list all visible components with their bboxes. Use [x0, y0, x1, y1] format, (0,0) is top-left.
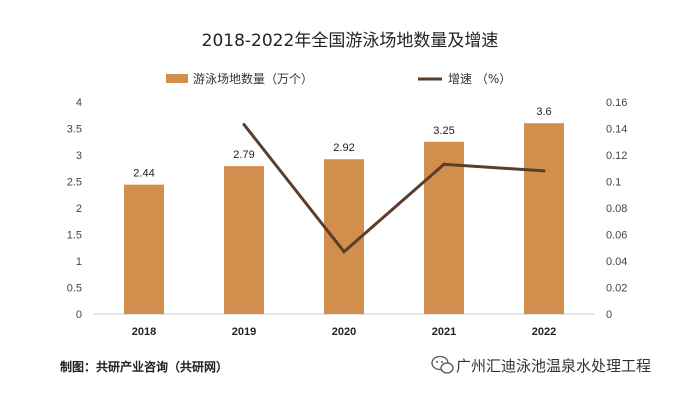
x-tick-label: 2022 — [532, 326, 556, 338]
x-tick-label: 2020 — [332, 326, 356, 338]
y-right-tick-label: 0.12 — [606, 150, 627, 162]
bar — [124, 184, 164, 314]
chart-title: 2018-2022年全国游泳场地数量及增速 — [202, 31, 499, 51]
y-right-tick-label: 0.14 — [606, 124, 627, 136]
growth-point — [542, 169, 546, 173]
legend: 游泳场地数量（万个） 增速 （%） — [166, 71, 511, 86]
bar-data-label: 3.25 — [433, 125, 454, 137]
growth-line-series — [242, 123, 546, 254]
bar-data-label: 2.44 — [133, 168, 154, 180]
x-tick-label: 2021 — [432, 326, 456, 338]
data-labels: 2.44 2.79 2.92 3.25 3.6 — [133, 106, 551, 179]
y-right-tick-label: 0 — [606, 309, 612, 321]
bar-data-label: 3.6 — [536, 106, 551, 118]
y-right-tick-label: 0.16 — [606, 97, 627, 109]
watermark: 广州汇迪泳池温泉水处理工程 — [431, 355, 651, 375]
bar-data-label: 2.79 — [233, 149, 254, 161]
bar — [524, 123, 564, 314]
y-left-tick-label: 3 — [76, 150, 82, 162]
growth-point — [342, 250, 346, 254]
y-left-tick-label: 0 — [76, 309, 82, 321]
y-right-axis: 0 0.02 0.04 0.06 0.08 0.1 0.12 0.14 0.16 — [606, 97, 627, 321]
bar-series — [124, 123, 564, 314]
y-left-tick-label: 3.5 — [67, 124, 82, 136]
growth-line — [242, 123, 545, 254]
source-note: 制图：共研产业咨询（共研网） — [60, 359, 228, 374]
y-right-tick-label: 0.06 — [606, 230, 627, 242]
y-left-axis: 0 0.5 1 1.5 2 2.5 3 3.5 4 — [67, 97, 82, 321]
y-left-tick-label: 2.5 — [67, 177, 82, 189]
y-left-tick-label: 1 — [76, 256, 82, 268]
legend-bar-swatch — [166, 74, 188, 83]
y-left-tick-label: 1.5 — [67, 230, 82, 242]
y-right-tick-label: 0.04 — [606, 256, 627, 268]
legend-line-label: 增速 （%） — [448, 72, 511, 86]
y-right-tick-label: 0.08 — [606, 203, 627, 215]
y-right-tick-label: 0.02 — [606, 283, 627, 295]
growth-point — [442, 162, 446, 166]
legend-bar-label: 游泳场地数量（万个） — [193, 71, 313, 86]
bar — [224, 166, 264, 314]
x-axis: 2018 2019 2020 2021 2022 — [132, 326, 556, 338]
watermark-text: 广州汇迪泳池温泉水处理工程 — [456, 357, 651, 375]
x-tick-label: 2018 — [132, 326, 156, 338]
bar — [424, 141, 464, 314]
y-left-tick-label: 2 — [76, 203, 82, 215]
y-left-tick-label: 4 — [76, 97, 82, 109]
bar-data-label: 2.92 — [333, 142, 354, 154]
x-tick-label: 2019 — [232, 326, 256, 338]
y-right-tick-label: 0.1 — [606, 177, 621, 189]
bar — [324, 159, 364, 314]
wechat-icon — [431, 355, 454, 374]
growth-point — [242, 123, 246, 127]
y-left-tick-label: 0.5 — [67, 283, 82, 295]
